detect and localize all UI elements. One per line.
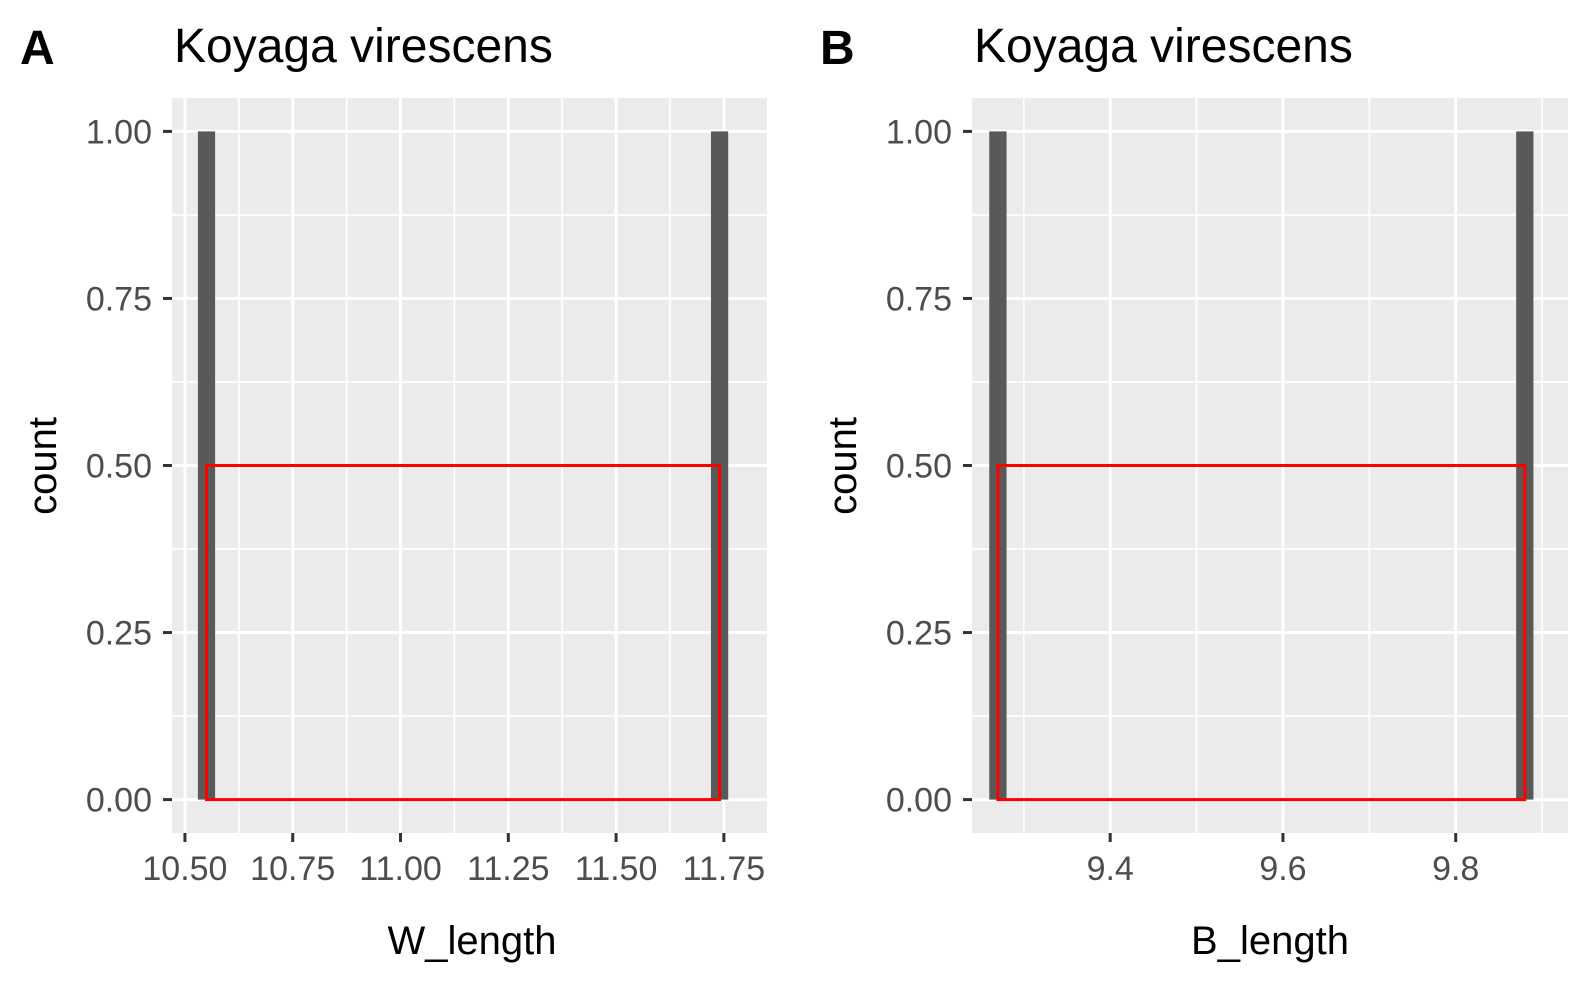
overlay-rectangle — [204, 464, 722, 802]
y-tick-label: 0.00 — [886, 782, 952, 820]
axes: 0.00 0.25 0.50 0.75 1.00 10.50 10.75 11.00 11.25… — [86, 113, 765, 888]
y-tick-label: 1.00 — [86, 113, 152, 151]
x-tick-label: 11.50 — [575, 850, 658, 888]
x-tick-label: 9.4 — [1087, 850, 1134, 888]
y-tick-label: 0.50 — [886, 448, 952, 486]
y-axis-title: count — [21, 417, 65, 515]
x-tick-label: 11.75 — [683, 850, 766, 888]
chart-title: Koyaga virescens — [174, 20, 553, 73]
x-axis-title: B_length — [1191, 919, 1349, 963]
y-tick-label: 0.25 — [886, 615, 952, 653]
y-tick-label: 1.00 — [886, 113, 952, 151]
x-tick-label: 9.8 — [1432, 850, 1479, 888]
axes: 0.00 0.25 0.50 0.75 1.00 9.4 9.6 9.8 — [886, 113, 1480, 888]
x-tick-label: 10.50 — [142, 850, 227, 888]
x-axis-title: W_length — [388, 919, 557, 963]
y-tick-label: 0.25 — [86, 615, 152, 653]
panel-tag: B — [820, 22, 855, 75]
x-tick-label: 9.6 — [1259, 850, 1306, 888]
y-axis-title: count — [821, 417, 865, 515]
y-tick-label: 0.50 — [86, 448, 152, 486]
x-tick-label: 11.25 — [467, 850, 550, 888]
red-rectangle-overlay — [204, 464, 722, 802]
red-rectangle-overlay — [996, 464, 1527, 802]
y-tick-label: 0.75 — [86, 280, 152, 318]
panel-b: B Koyaga virescens 0.00 0.25 0.50 0.75 1.00 9… — [820, 20, 1568, 963]
chart-title: Koyaga virescens — [974, 20, 1353, 73]
x-tick-label: 11.00 — [359, 850, 442, 888]
y-tick-label: 0.00 — [86, 782, 152, 820]
x-tick-label: 10.75 — [250, 850, 335, 888]
overlay-rectangle — [996, 464, 1527, 802]
panel-tag: A — [20, 22, 55, 75]
panel-a: A Koyaga virescens 0.00 0.25 0.50 0.75 1.00 1… — [20, 20, 767, 963]
y-tick-label: 0.75 — [886, 280, 952, 318]
